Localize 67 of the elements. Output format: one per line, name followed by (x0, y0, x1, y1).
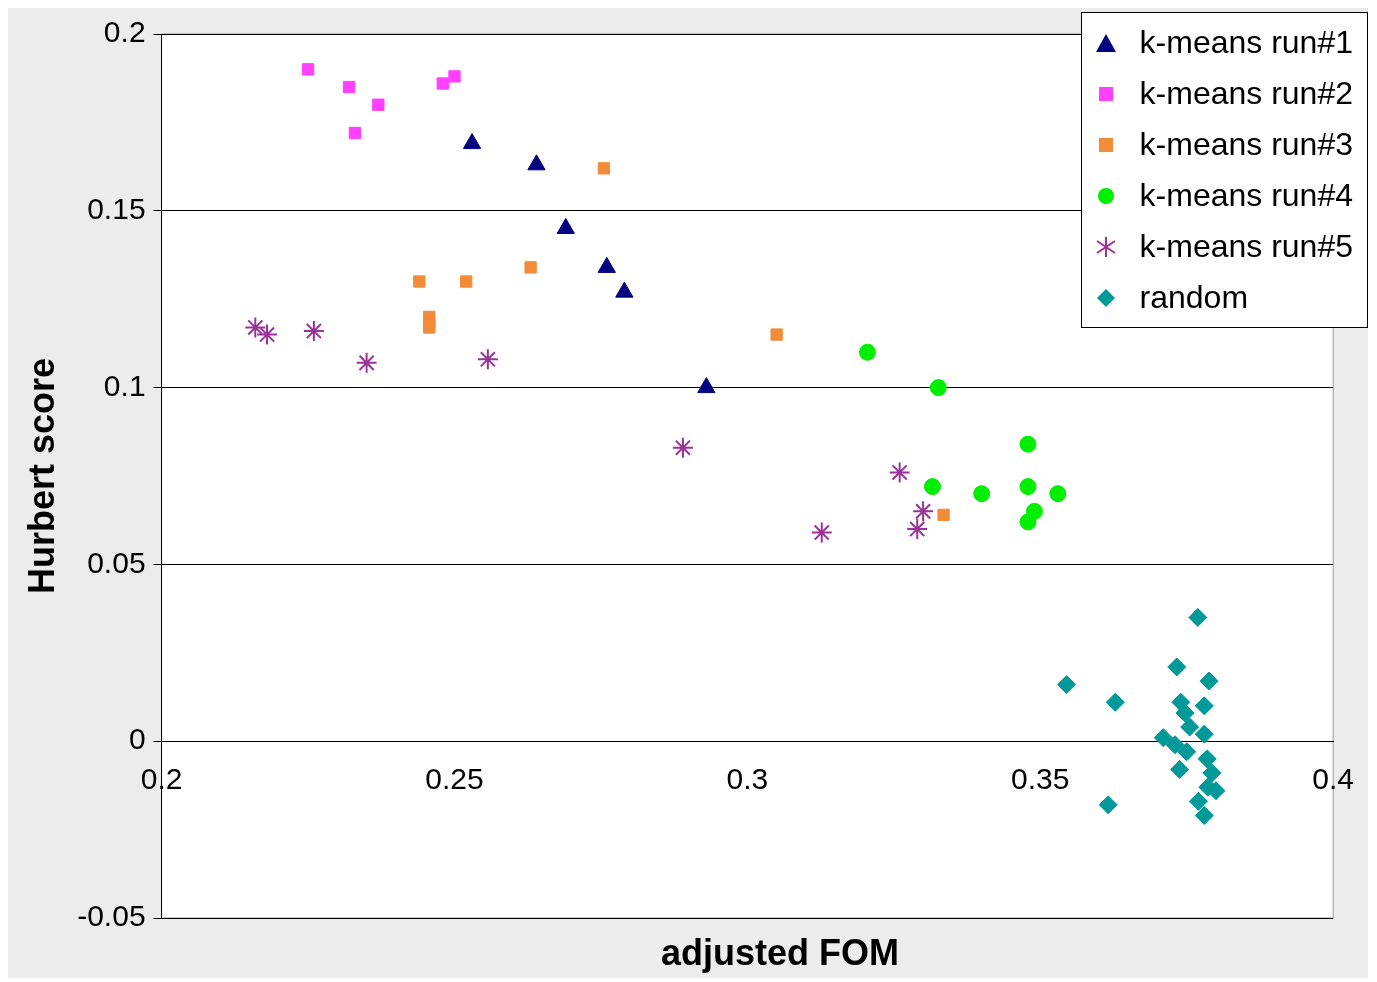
legend-label: random (1139, 279, 1249, 316)
point (476, 348, 499, 371)
point (448, 70, 461, 83)
y-tick-label: 0.15 (87, 192, 146, 226)
point (1194, 696, 1214, 716)
y-tick-label: -0.05 (77, 899, 146, 933)
point (770, 328, 783, 341)
point (301, 63, 315, 76)
x-tick-label: 0.3 (726, 762, 769, 796)
point (1194, 805, 1214, 825)
x-axis-title: adjusted FOM (660, 932, 900, 974)
point (1170, 759, 1190, 779)
point (1098, 795, 1118, 815)
point (810, 521, 833, 544)
point (436, 77, 449, 90)
point (302, 320, 325, 343)
point (1188, 607, 1208, 627)
point (1049, 485, 1067, 503)
legend-label: k-means run#4 (1139, 177, 1353, 214)
point (1153, 728, 1173, 748)
point (1019, 478, 1037, 496)
point (1180, 717, 1200, 737)
point (937, 508, 950, 522)
legend-label: k-means run#5 (1139, 228, 1353, 265)
point (1188, 791, 1208, 811)
y-axis-title: Hurbert score (20, 357, 62, 595)
point (1194, 724, 1214, 744)
legend-label: k-means run#1 (1139, 24, 1353, 61)
point (671, 436, 694, 459)
point (460, 275, 473, 288)
point (929, 379, 947, 397)
y-tick-label: 0.05 (87, 545, 146, 579)
point (1167, 657, 1187, 677)
point (597, 162, 610, 175)
point (355, 351, 378, 374)
point (1199, 671, 1219, 691)
point (524, 261, 537, 274)
point (973, 485, 991, 503)
point (413, 275, 426, 288)
y-tick-label: 0 (128, 722, 146, 756)
point (888, 461, 911, 484)
point (1019, 513, 1037, 531)
y-tick-label: 0.1 (103, 368, 146, 402)
point (912, 500, 935, 523)
legend-label: k-means run#3 (1139, 126, 1353, 163)
point (1019, 435, 1037, 453)
point (1057, 675, 1077, 695)
point (923, 478, 941, 496)
point (256, 323, 279, 346)
point (1177, 742, 1197, 762)
x-tick-label: 0.35 (1011, 762, 1070, 796)
point (1175, 703, 1195, 723)
point (858, 343, 876, 361)
point (1165, 735, 1185, 755)
x-tick-label: 0.25 (425, 762, 484, 796)
point (372, 98, 385, 111)
point (906, 518, 929, 541)
point (423, 321, 436, 334)
point (1105, 692, 1125, 712)
point (244, 316, 267, 339)
point (1202, 763, 1222, 783)
y-tick-label: 0.2 (103, 15, 146, 49)
point (1197, 749, 1217, 769)
legend-label: k-means run#2 (1139, 75, 1353, 112)
point (342, 80, 356, 94)
x-tick-label: 0.4 (1312, 762, 1355, 796)
point (348, 126, 362, 140)
